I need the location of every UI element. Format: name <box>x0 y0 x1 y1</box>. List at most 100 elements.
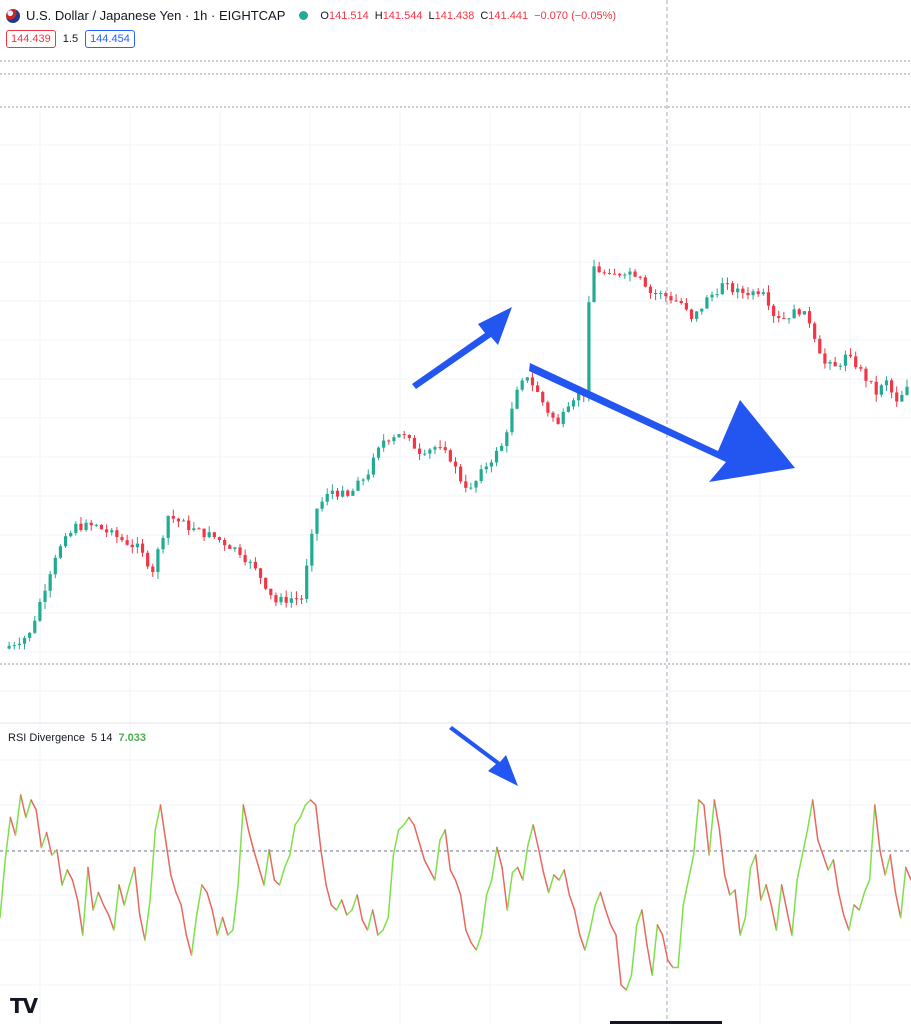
candle-body <box>633 271 637 277</box>
rsi-segment <box>708 799 716 856</box>
rsi-segment <box>309 799 317 806</box>
candle-body <box>361 479 365 481</box>
rsi-segment <box>490 846 498 881</box>
indicator-name[interactable]: RSI Divergence <box>8 732 86 744</box>
rsi-segment <box>320 849 327 886</box>
rsi-segment <box>361 919 369 931</box>
rsi-segment <box>863 879 871 894</box>
candle-body <box>140 543 145 553</box>
rsi-segment <box>796 854 804 881</box>
candle-body <box>802 311 806 315</box>
buy-button[interactable]: 144.454 <box>85 30 135 48</box>
candle-body <box>638 276 642 278</box>
spread-value: 1.5 <box>62 33 79 45</box>
candle-body <box>782 317 786 319</box>
candle-body <box>566 406 570 412</box>
sell-button[interactable]: 144.439 <box>6 30 56 48</box>
candle-body <box>397 434 401 438</box>
candle-body <box>228 545 232 549</box>
rsi-segment <box>304 799 312 806</box>
candle-body <box>684 303 688 310</box>
candle-body <box>807 311 812 324</box>
candle-body <box>664 293 668 297</box>
rsi-segment <box>216 916 224 936</box>
rsi-segment <box>113 884 120 931</box>
arrow-down-annotation <box>529 363 795 482</box>
candle-body <box>689 309 694 319</box>
candle-body <box>530 377 535 386</box>
rsi-segment <box>283 854 291 869</box>
rsi-segment <box>66 869 74 881</box>
rsi-segment <box>894 891 902 919</box>
candle-body <box>587 302 591 396</box>
rsi-segment <box>666 959 674 969</box>
candle-body <box>341 490 345 497</box>
rsi-segment <box>661 934 669 961</box>
rsi-segment <box>454 879 462 896</box>
candle-body <box>135 543 139 548</box>
candle-body <box>53 557 57 575</box>
rsi-segment <box>71 879 79 901</box>
rsi-segment <box>542 871 550 894</box>
rsi-segment <box>522 844 529 881</box>
rsi-segment <box>470 941 477 951</box>
rsi-segment <box>413 824 421 844</box>
symbol-title[interactable]: U.S. Dollar / Japanese Yen · 1h · EIGHTC… <box>26 8 286 23</box>
candle-body <box>813 323 817 339</box>
candle-body <box>74 523 78 533</box>
candle-body <box>320 501 324 509</box>
rsi-segment <box>237 804 245 886</box>
candle-body <box>859 367 863 369</box>
tradingview-logo-icon[interactable]: TV <box>10 994 38 1018</box>
candle-body <box>500 446 504 451</box>
rsi-segment <box>744 866 752 919</box>
candle-body <box>459 466 463 482</box>
candle-body <box>515 389 519 409</box>
rsi-segment <box>25 799 32 819</box>
rsi-segment <box>170 874 177 894</box>
rsi-segment <box>589 904 597 931</box>
candle-body <box>346 490 350 496</box>
candle-body <box>443 447 447 451</box>
candle-body <box>510 408 514 433</box>
rsi-segment <box>4 816 12 861</box>
rsi-segment <box>294 816 301 826</box>
rsi-segment <box>402 816 410 826</box>
rsi-segment <box>392 829 400 856</box>
rsi-segment <box>30 799 37 811</box>
rsi-segment <box>82 866 89 936</box>
rsi-segment <box>185 934 193 956</box>
rsi-segment <box>879 849 886 876</box>
candle-body <box>612 273 617 275</box>
rsi-segment <box>97 891 105 906</box>
candle-body <box>541 391 545 403</box>
candle-body <box>187 520 191 531</box>
rsi-segment <box>501 866 509 911</box>
candle-body <box>838 365 842 367</box>
rsi-segment <box>35 809 43 849</box>
candle-body <box>84 522 88 530</box>
candle-body <box>561 411 565 424</box>
candle-body <box>890 380 894 393</box>
candle-body <box>28 632 32 638</box>
candle-body <box>623 274 627 276</box>
rsi-segment <box>641 909 648 946</box>
rsi-segment <box>444 829 452 871</box>
symbol-legend[interactable]: U.S. Dollar / Japanese Yen · 1h · EIGHTC… <box>6 8 616 23</box>
scroll-indicator[interactable] <box>610 1021 722 1024</box>
candle-body <box>648 286 653 293</box>
candle-body <box>264 577 268 589</box>
candle-body <box>618 273 622 276</box>
rsi-segment <box>801 829 809 856</box>
candle-body <box>833 361 837 367</box>
candle-body <box>279 596 283 603</box>
candle-body <box>474 481 478 488</box>
candle-body <box>161 537 165 550</box>
candle-body <box>900 394 904 402</box>
rsi-segment <box>760 884 767 901</box>
indicator-legend[interactable]: RSI Divergence 5 14 7.033 <box>8 732 146 744</box>
rsi-segment <box>625 974 633 991</box>
rsi-segment <box>527 824 534 846</box>
candle-body <box>464 481 468 488</box>
